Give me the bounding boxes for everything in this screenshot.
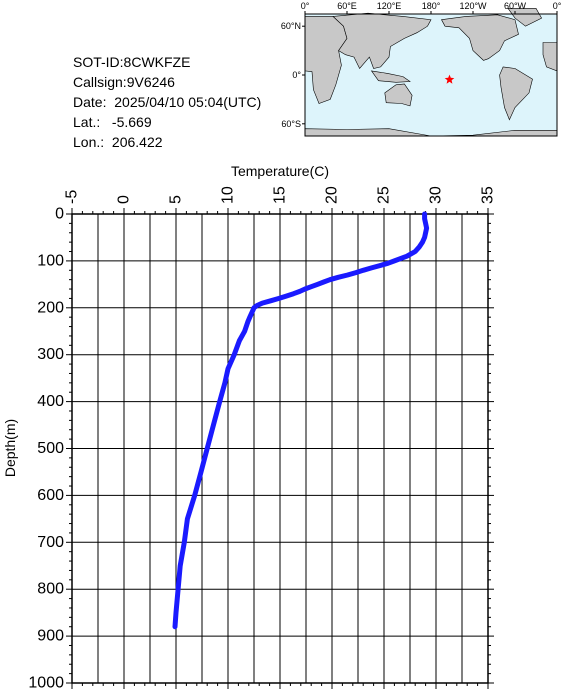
y-tick-label: 500 (37, 440, 64, 457)
x-tick-label: 20 (324, 186, 341, 204)
y-tick-label: 1000 (28, 675, 64, 690)
landmass-indonesia (370, 70, 411, 83)
y-tick-label: 600 (37, 487, 64, 504)
temperature-profile-line (172, 211, 430, 630)
map-lat-label: 60°S (281, 119, 301, 129)
y-tick-label: 200 (37, 299, 64, 316)
location-star-icon (444, 74, 455, 84)
landmass-north-america (441, 14, 519, 61)
map-lat-label: 60°N (281, 21, 301, 31)
map-lon-label: 180° (422, 1, 441, 11)
y-tick-label: 100 (37, 252, 64, 269)
landmass-west-africa (542, 42, 558, 72)
y-tick-label: 700 (37, 534, 64, 551)
landmass-greenland (507, 8, 543, 27)
longitude-text: Lon.: 206.422 (73, 134, 163, 150)
map-lon-label: 0° (553, 1, 562, 11)
y-tick-label: 400 (37, 393, 64, 410)
x-tick-label: 30 (428, 186, 445, 204)
x-axis-title: Temperature(C) (231, 163, 329, 179)
y-tick-label: 800 (37, 581, 64, 598)
date-text: Date: 2025/04/10 05:04(UTC) (73, 94, 262, 110)
map-lat-label: 0° (292, 70, 301, 80)
landmass-south-america (499, 66, 533, 121)
x-tick-label: -5 (64, 190, 81, 204)
x-tick-label: 25 (376, 186, 393, 204)
map-lon-label: 0° (301, 1, 310, 11)
y-tick-label: 300 (37, 346, 64, 363)
x-tick-label: 0 (116, 195, 133, 204)
y-tick-label: 900 (37, 628, 64, 645)
x-tick-label: 5 (168, 195, 185, 204)
callsign-text: Callsign:9V6246 (73, 74, 175, 90)
x-tick-label: 35 (480, 186, 497, 204)
map-lon-label: 60°E (337, 1, 357, 11)
map-lon-label: 60°W (504, 1, 527, 11)
map-lon-label: 120°W (459, 1, 487, 11)
map-lon-label: 120°E (377, 1, 402, 11)
y-tick-label: 0 (55, 206, 64, 223)
y-axis-title: Depth(m) (2, 419, 18, 477)
location-map: 0° 60°E 120°E 180° 120°W 60°W 0°60°N0°60°S (281, 1, 562, 137)
latitude-text: Lat.: -5.669 (73, 114, 152, 130)
sot-id-text: SOT-ID:8CWKFZE (73, 54, 191, 70)
x-tick-label: 10 (220, 186, 237, 204)
landmass-australia (384, 83, 413, 107)
landmass-asia (332, 12, 432, 70)
x-tick-label: 15 (272, 186, 289, 204)
